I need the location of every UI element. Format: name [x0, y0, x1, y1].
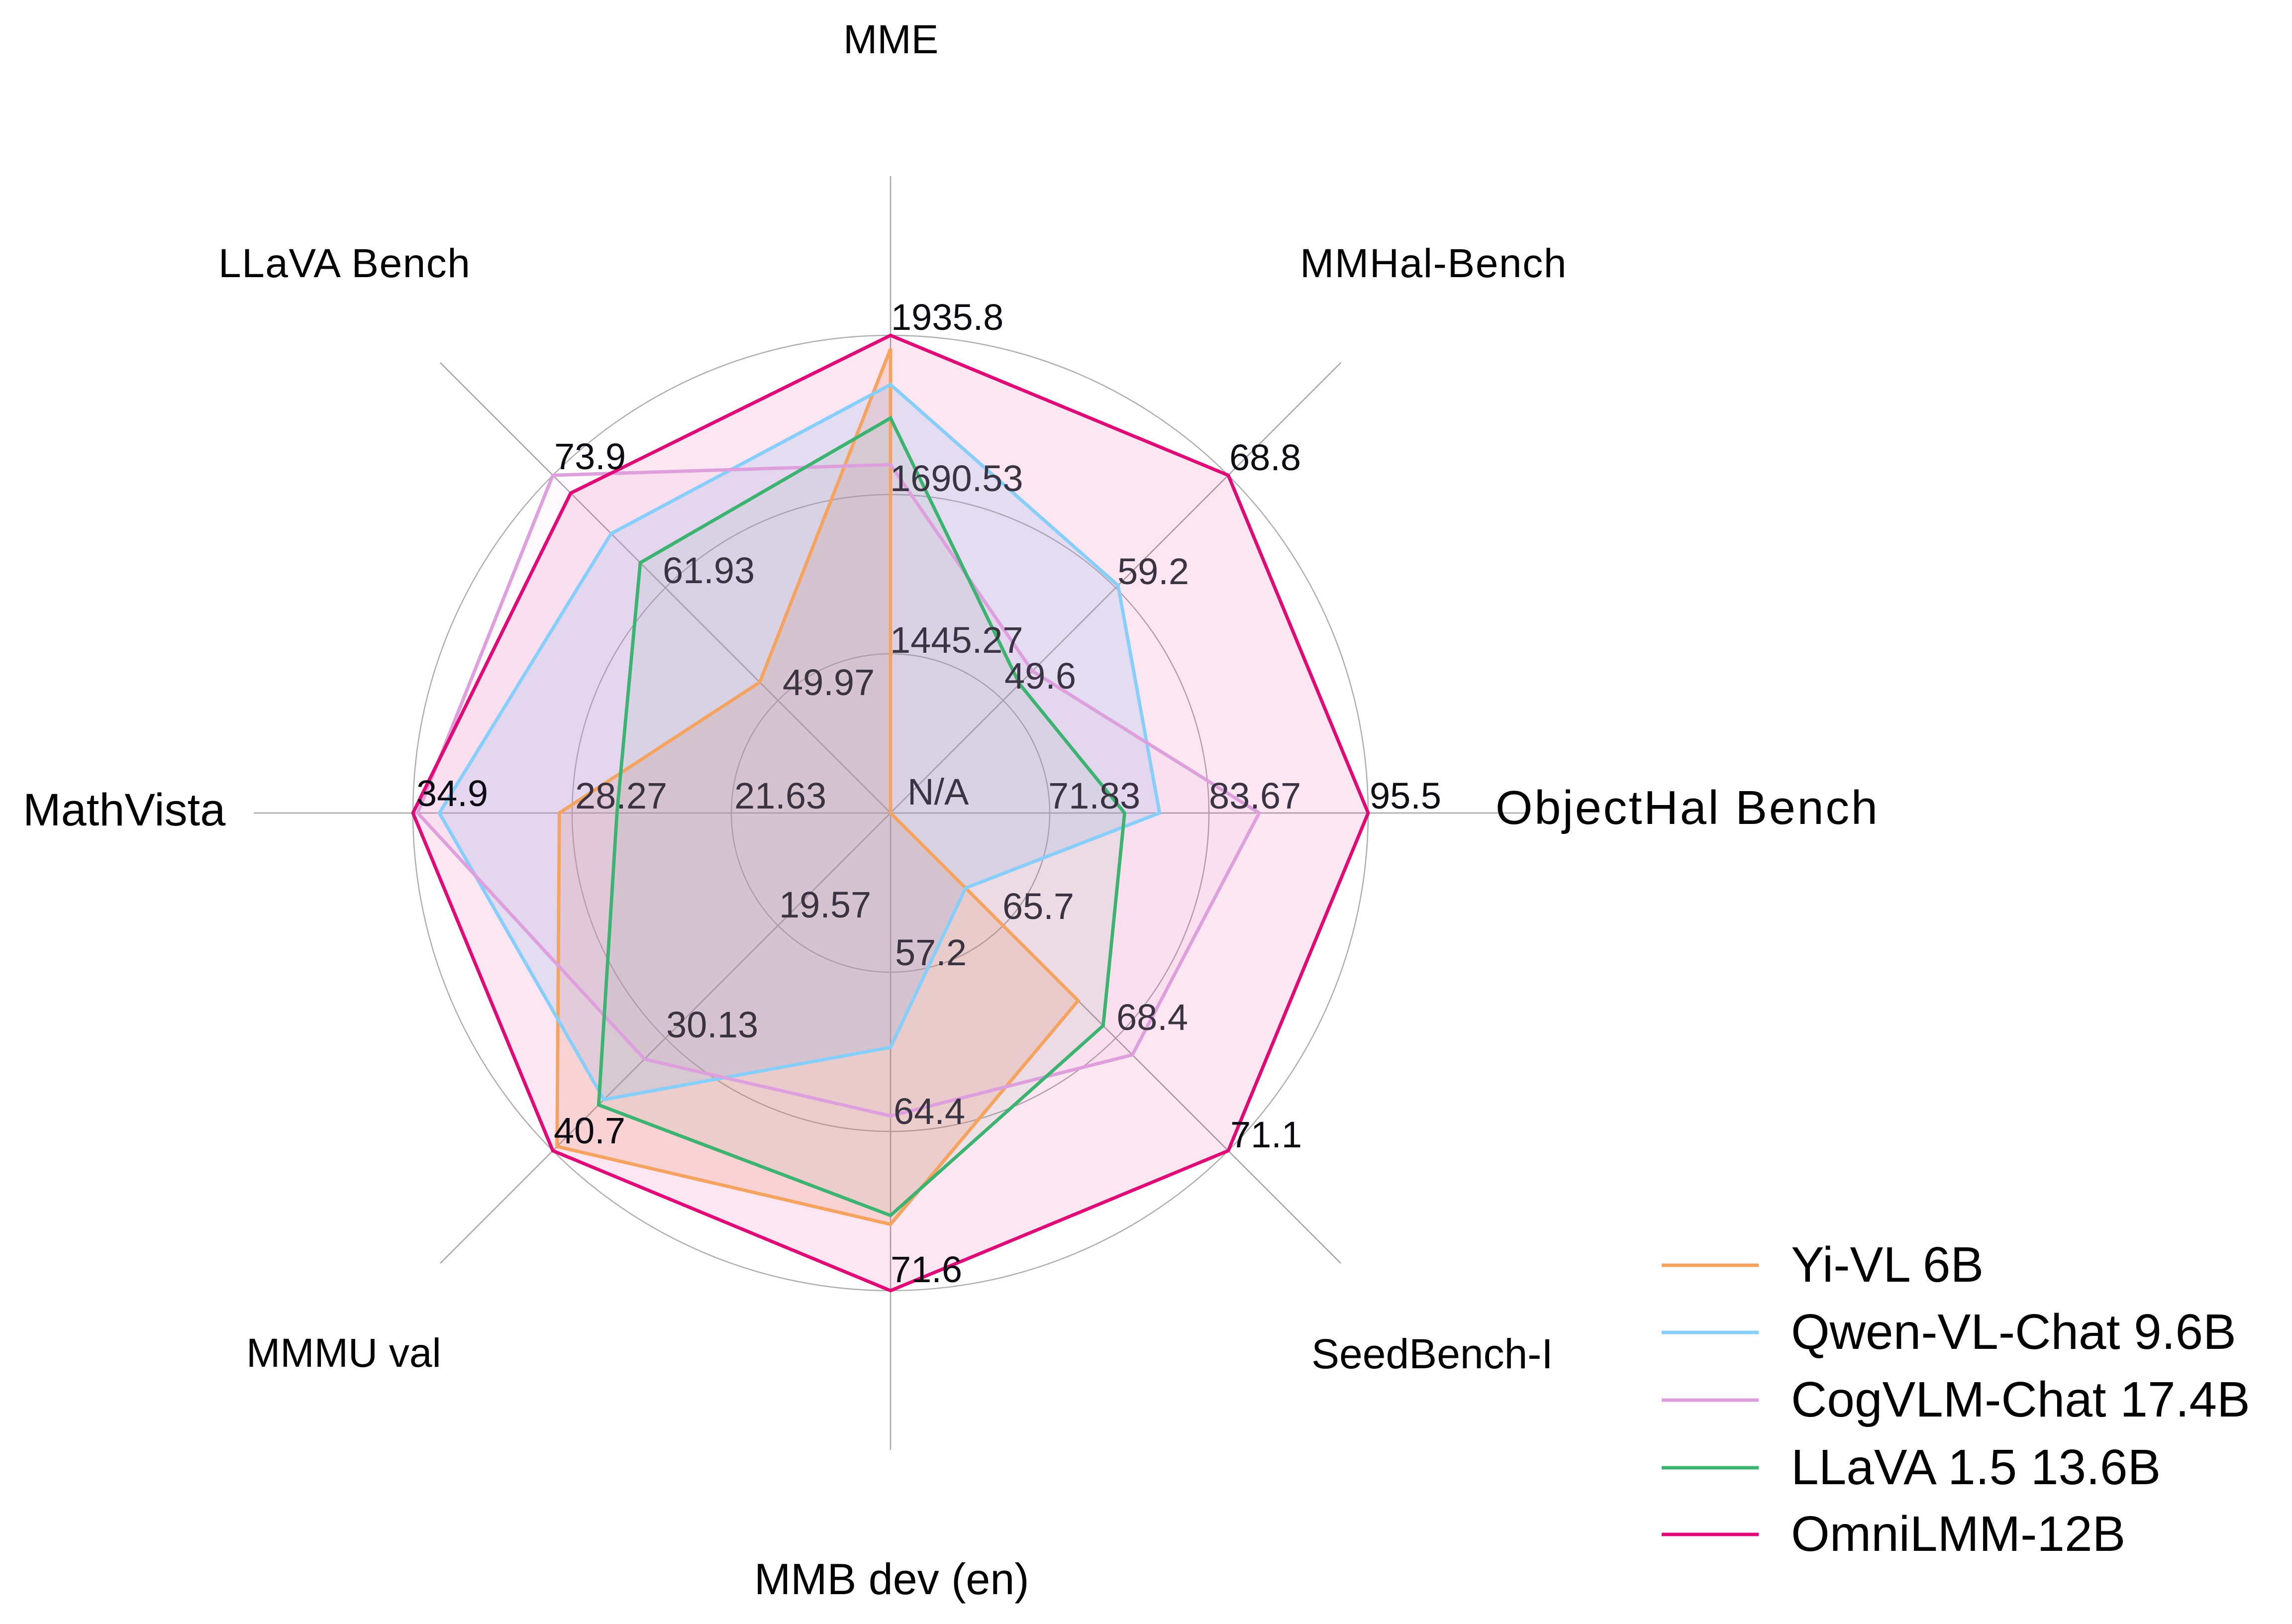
- svg-text:71.6: 71.6: [891, 1249, 962, 1290]
- svg-text:N/A: N/A: [907, 771, 969, 812]
- svg-text:71.1: 71.1: [1230, 1114, 1302, 1155]
- svg-text:59.2: 59.2: [1117, 551, 1189, 592]
- svg-text:MMMU val: MMMU val: [246, 1330, 441, 1376]
- svg-text:1690.53: 1690.53: [890, 458, 1023, 499]
- svg-text:34.9: 34.9: [416, 773, 488, 814]
- svg-text:1445.27: 1445.27: [890, 619, 1023, 661]
- svg-text:28.27: 28.27: [575, 775, 667, 816]
- svg-text:SeedBench-I: SeedBench-I: [1311, 1330, 1553, 1377]
- svg-text:LLaVA Bench: LLaVA Bench: [218, 241, 471, 286]
- svg-text:83.67: 83.67: [1209, 775, 1301, 816]
- svg-text:Qwen-VL-Chat 9.6B: Qwen-VL-Chat 9.6B: [1791, 1304, 2236, 1360]
- svg-text:MathVista: MathVista: [23, 785, 226, 835]
- svg-text:1935.8: 1935.8: [891, 297, 1003, 338]
- svg-text:MMHal-Bench: MMHal-Bench: [1300, 241, 1567, 286]
- svg-text:49.97: 49.97: [783, 662, 875, 703]
- svg-text:61.93: 61.93: [663, 550, 755, 591]
- svg-text:73.9: 73.9: [554, 436, 626, 477]
- svg-text:MMB dev (en): MMB dev (en): [754, 1554, 1029, 1604]
- svg-text:19.57: 19.57: [779, 884, 871, 925]
- svg-text:65.7: 65.7: [1002, 886, 1074, 927]
- svg-text:ObjectHal Bench: ObjectHal Bench: [1495, 781, 1879, 834]
- svg-text:68.8: 68.8: [1229, 437, 1301, 478]
- svg-text:64.4: 64.4: [894, 1091, 965, 1132]
- svg-text:40.7: 40.7: [554, 1110, 625, 1151]
- svg-text:71.83: 71.83: [1048, 775, 1140, 816]
- svg-text:95.5: 95.5: [1370, 775, 1441, 816]
- svg-text:49.6: 49.6: [1004, 655, 1076, 697]
- svg-text:21.63: 21.63: [734, 775, 826, 816]
- svg-text:68.4: 68.4: [1116, 997, 1188, 1038]
- svg-text:LLaVA 1.5 13.6B: LLaVA 1.5 13.6B: [1791, 1439, 2161, 1495]
- svg-text:57.2: 57.2: [895, 932, 967, 973]
- svg-text:MME: MME: [843, 17, 938, 62]
- svg-text:30.13: 30.13: [666, 1004, 758, 1045]
- svg-text:CogVLM-Chat 17.4B: CogVLM-Chat 17.4B: [1791, 1372, 2250, 1427]
- svg-text:Yi-VL 6B: Yi-VL 6B: [1791, 1237, 1984, 1293]
- svg-text:OmniLMM-12B: OmniLMM-12B: [1791, 1506, 2125, 1562]
